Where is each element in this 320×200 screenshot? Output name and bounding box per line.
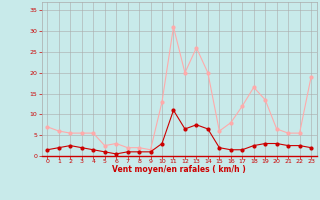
X-axis label: Vent moyen/en rafales ( km/h ): Vent moyen/en rafales ( km/h ) — [112, 165, 246, 174]
